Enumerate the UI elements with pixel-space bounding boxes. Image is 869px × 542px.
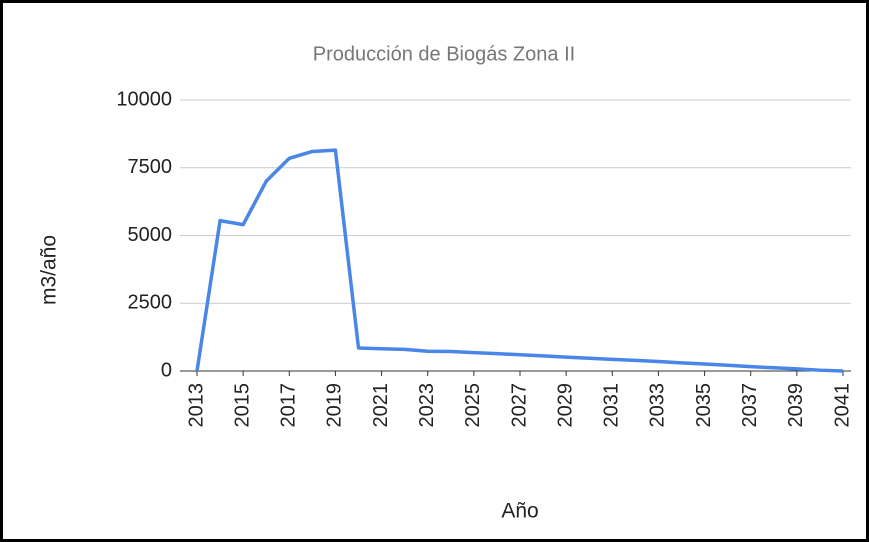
x-tick-label: 2013 (185, 383, 207, 428)
x-tick-label: 2039 (785, 383, 807, 428)
x-tick-label: 2031 (601, 383, 623, 428)
y-tick-label: 7500 (128, 156, 173, 178)
x-tick-label: 2027 (508, 383, 530, 428)
line (195, 148, 844, 373)
x-tick-label: 2041 (831, 383, 853, 428)
x-axis-label: Año (501, 500, 538, 523)
x-tick-label: 2023 (416, 383, 438, 428)
y-axis-label: m3/año (38, 235, 61, 305)
y-tick-label: 2500 (128, 292, 173, 314)
y-tick-label: 5000 (128, 224, 173, 246)
y-tick-label: 10000 (116, 88, 172, 110)
x-tick-label: 2033 (647, 383, 669, 428)
x-tick-label: 2037 (739, 383, 761, 428)
x-tick-label: 2029 (554, 383, 576, 428)
x-tick-label: 2019 (324, 383, 346, 428)
x-tick-label: 2015 (231, 383, 253, 428)
x-tick-label: 2035 (693, 383, 715, 428)
x-tick-label: 2017 (278, 383, 300, 428)
x-tick-label: 2025 (462, 383, 484, 428)
x-tick-label: 2021 (370, 383, 392, 428)
chart-title: Producción de Biogás Zona II (313, 43, 575, 65)
y-tick-label: 0 (161, 359, 172, 381)
